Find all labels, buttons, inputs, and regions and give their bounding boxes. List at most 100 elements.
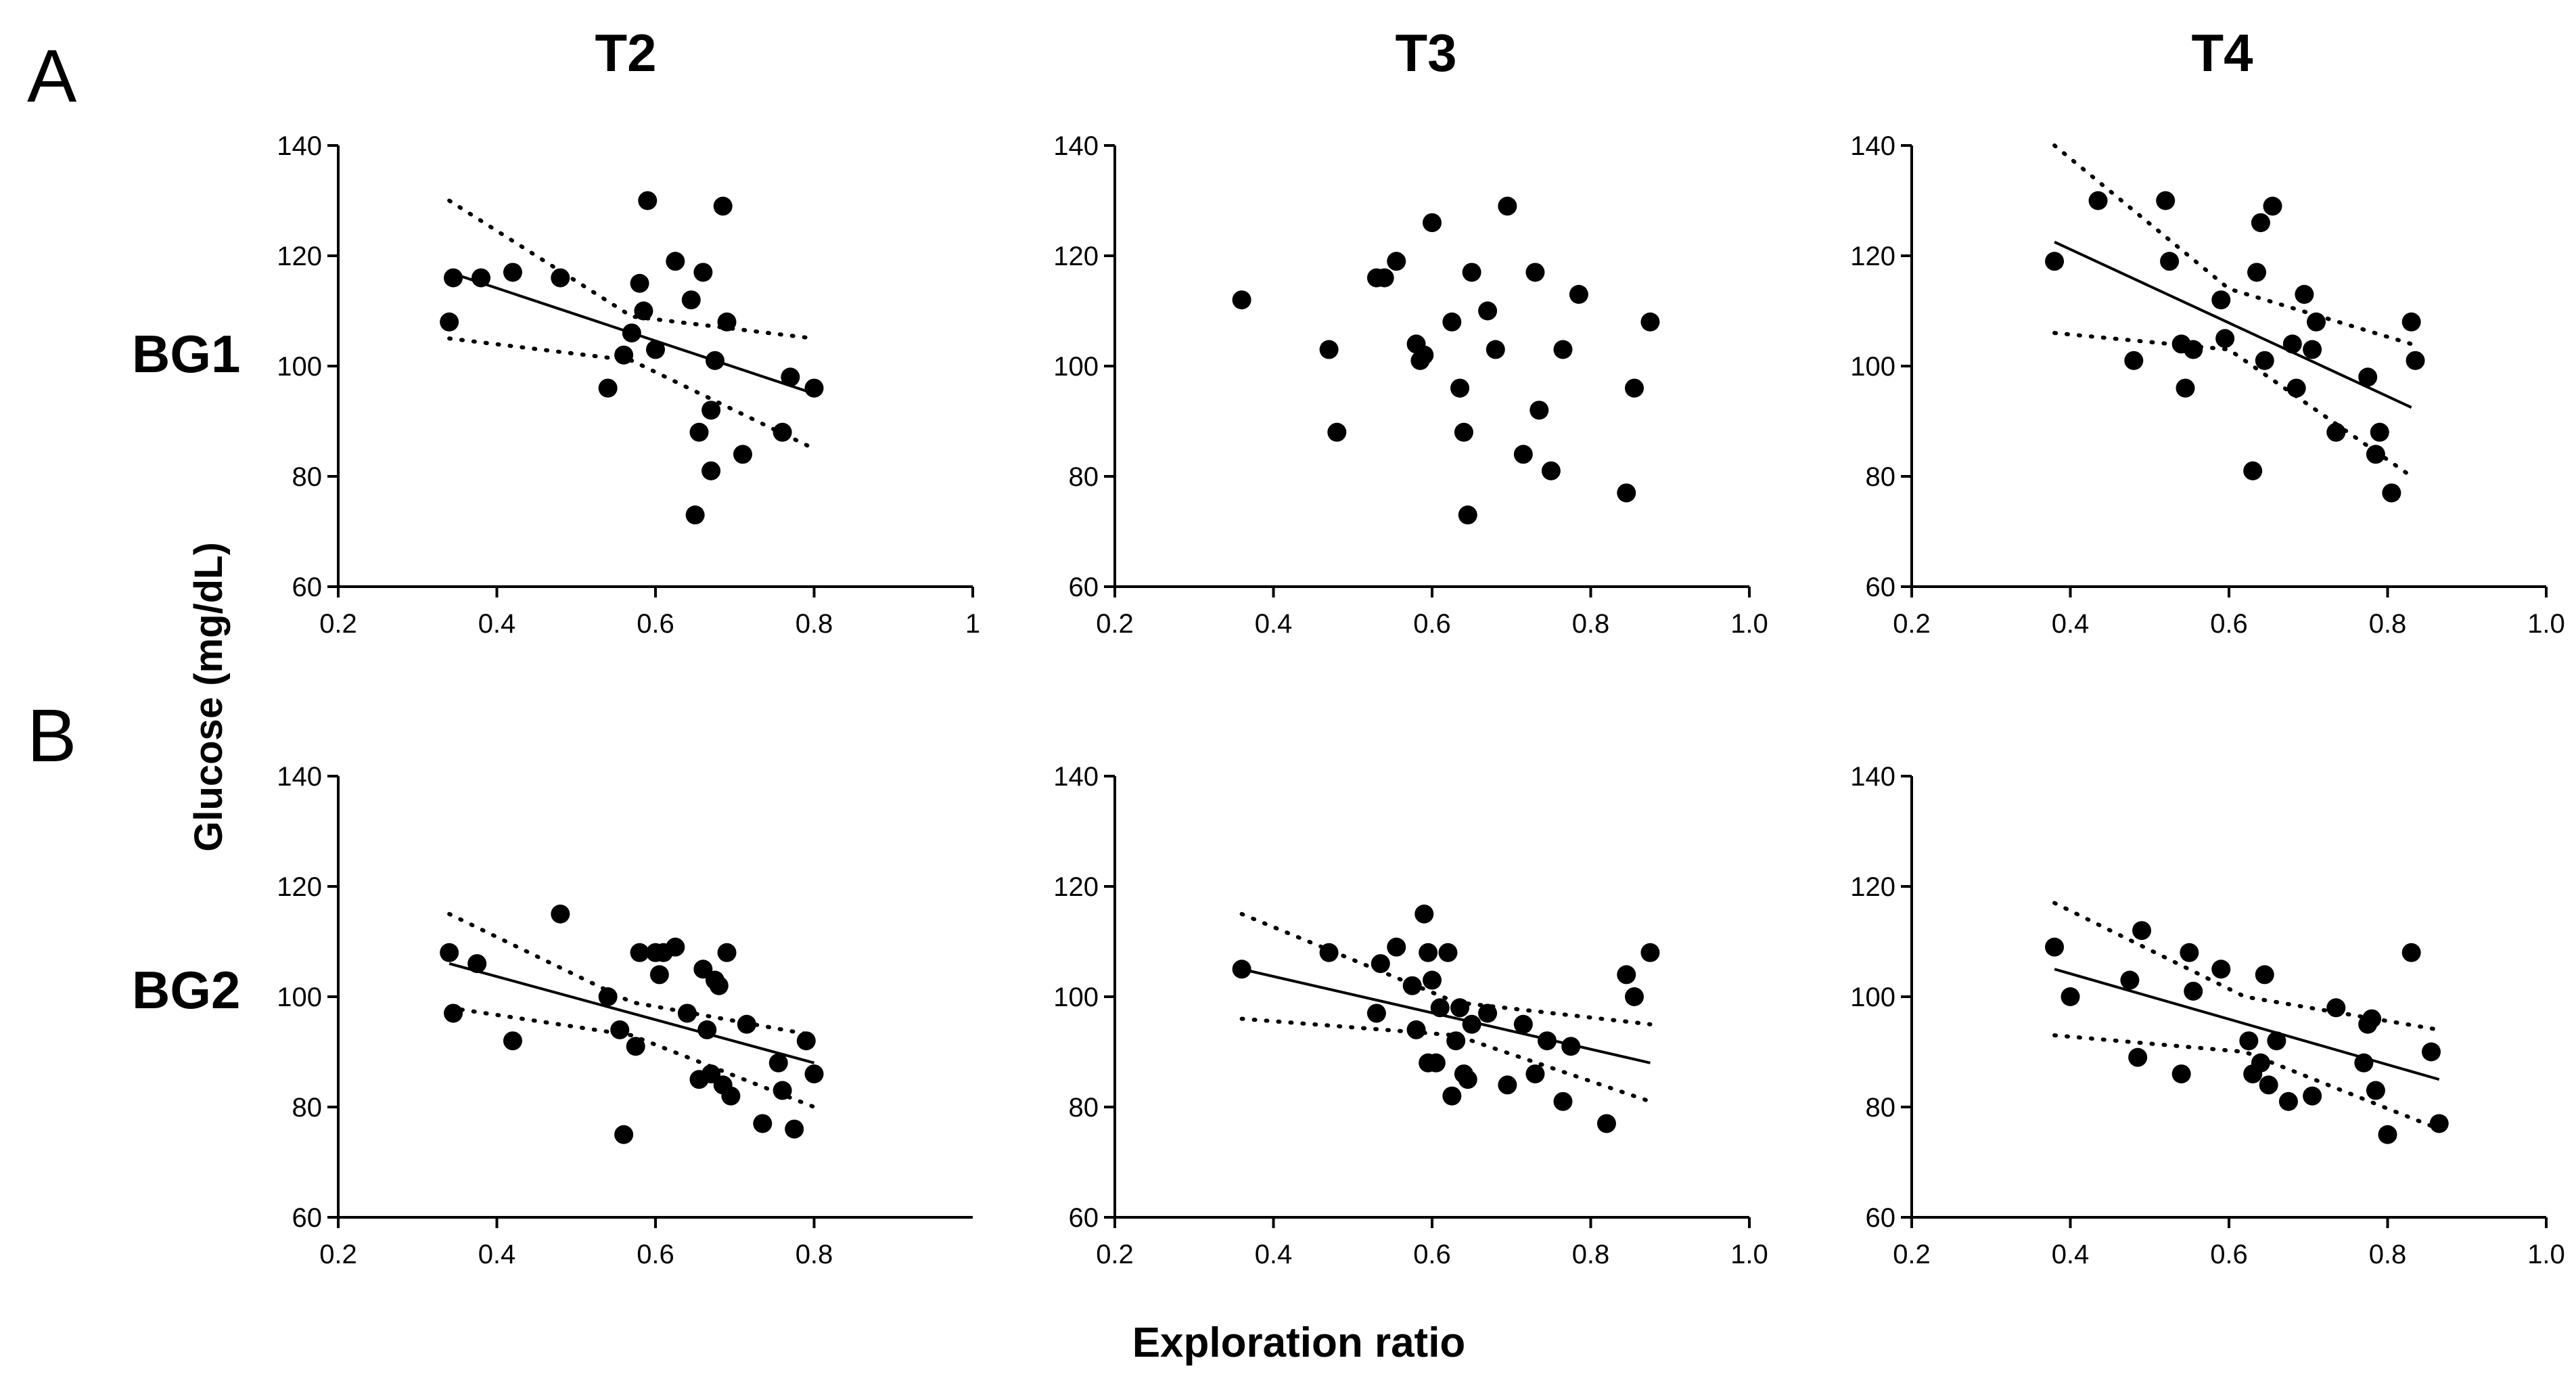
data-point (2128, 1047, 2148, 1067)
y-tick-label: 80 (1866, 1093, 1896, 1123)
data-point (1462, 1014, 1481, 1034)
x-tick-label: 0.2 (1893, 1240, 1931, 1269)
y-tick-label: 100 (1850, 983, 1895, 1012)
ci-lower-band (1239, 1016, 1653, 1104)
data-point (2088, 191, 2108, 210)
data-point (2176, 378, 2195, 398)
shared-y-axis-label: Glucose (mg/dL) (187, 542, 231, 852)
data-point (2354, 1053, 2374, 1073)
data-point (693, 263, 713, 282)
x-tick-label: 0.2 (1893, 609, 1931, 639)
data-point (444, 268, 463, 288)
ci-lower-band (2052, 1033, 2441, 1131)
data-point (630, 273, 649, 293)
data-point (2303, 340, 2322, 359)
data-point (666, 937, 685, 957)
data-point (1387, 937, 1406, 957)
data-point (2243, 461, 2263, 480)
data-point (1426, 1053, 1446, 1073)
data-point (781, 367, 800, 387)
data-point (717, 943, 737, 962)
y-tick-label: 100 (1053, 983, 1099, 1012)
y-tick-label: 80 (292, 1093, 323, 1123)
data-point (2124, 351, 2144, 370)
data-point (2378, 1125, 2397, 1144)
y-tick-label: 140 (1850, 131, 1895, 161)
data-point (2306, 312, 2326, 332)
data-point (1366, 1003, 1386, 1023)
x-tick-label: 0.6 (2210, 609, 2248, 639)
y-tick-label: 60 (1069, 1203, 1099, 1233)
data-point (2061, 987, 2080, 1006)
data-point (646, 340, 665, 359)
data-point (1478, 1003, 1498, 1023)
row-label-bg2: BG2 (132, 960, 240, 1020)
data-point (1450, 998, 1470, 1018)
data-point (2247, 263, 2267, 282)
column-title-t4: T4 (2191, 23, 2253, 83)
data-point (2255, 965, 2274, 985)
ci-lower-band (447, 336, 816, 451)
data-point (1553, 340, 1573, 359)
regression-line (448, 962, 815, 1064)
data-point (705, 351, 724, 370)
data-point (1553, 1091, 1573, 1111)
data-point (2401, 943, 2421, 962)
data-point (1617, 965, 1636, 985)
data-point (634, 301, 653, 321)
data-point (610, 1020, 630, 1039)
x-tick-label: 0.2 (319, 1240, 357, 1269)
data-point (598, 987, 618, 1006)
data-point (1419, 943, 1438, 962)
data-point (2215, 329, 2235, 348)
data-point (677, 1003, 697, 1023)
data-point (614, 345, 634, 365)
ci-upper-band (2052, 143, 2414, 346)
x-tick-label: 0.4 (478, 609, 516, 639)
data-point (2251, 213, 2270, 233)
panel-label-a: A (27, 35, 77, 118)
data-point (737, 1014, 756, 1034)
x-tick-label: 0.8 (2369, 609, 2407, 639)
data-point (2239, 1031, 2259, 1051)
data-point (1371, 954, 1390, 974)
data-point (2362, 1009, 2382, 1029)
y-tick-label: 120 (1850, 872, 1895, 902)
data-point (2303, 1086, 2322, 1106)
data-point (1450, 378, 1470, 398)
chart-b-t4: 0.2 0.4 0.6 0.8 1.0 60 80 100 120 140 (1850, 762, 2565, 1269)
data-point (721, 1086, 741, 1106)
regression-line (2054, 968, 2440, 1081)
y-tick-label: 120 (277, 242, 322, 271)
y-tick-label: 100 (1053, 352, 1099, 382)
ci-upper-band (447, 198, 816, 341)
data-point (1458, 505, 1477, 525)
x-tick-label: 0.2 (319, 609, 357, 639)
data-point (1525, 1064, 1545, 1084)
y-tick-label: 140 (277, 762, 322, 792)
data-point (702, 401, 721, 420)
data-point (804, 378, 824, 398)
data-point (773, 422, 792, 442)
data-point (440, 943, 459, 962)
chart-b-t2: 0.2 0.4 0.6 0.8 60 80 100 120 140 (277, 762, 973, 1269)
regression-line (2054, 240, 2412, 409)
y-tick-label: 80 (292, 462, 323, 492)
data-point (2382, 483, 2401, 503)
column-title-t2: T2 (595, 23, 656, 83)
y-tick-label: 60 (292, 1203, 323, 1233)
data-point (2259, 1075, 2278, 1095)
data-point (2278, 1091, 2298, 1111)
data-point (2045, 937, 2065, 957)
x-tick-label: 0.2 (1096, 1240, 1134, 1269)
x-tick-label: 0.8 (1572, 1240, 1610, 1269)
data-point (713, 196, 733, 216)
data-point (2255, 351, 2274, 370)
data-point (1387, 252, 1406, 271)
ci-lower-band (2052, 331, 2414, 478)
data-point (551, 904, 570, 924)
y-tick-label: 80 (1069, 462, 1099, 492)
data-point (1406, 1020, 1426, 1039)
data-point (2171, 1064, 2191, 1084)
